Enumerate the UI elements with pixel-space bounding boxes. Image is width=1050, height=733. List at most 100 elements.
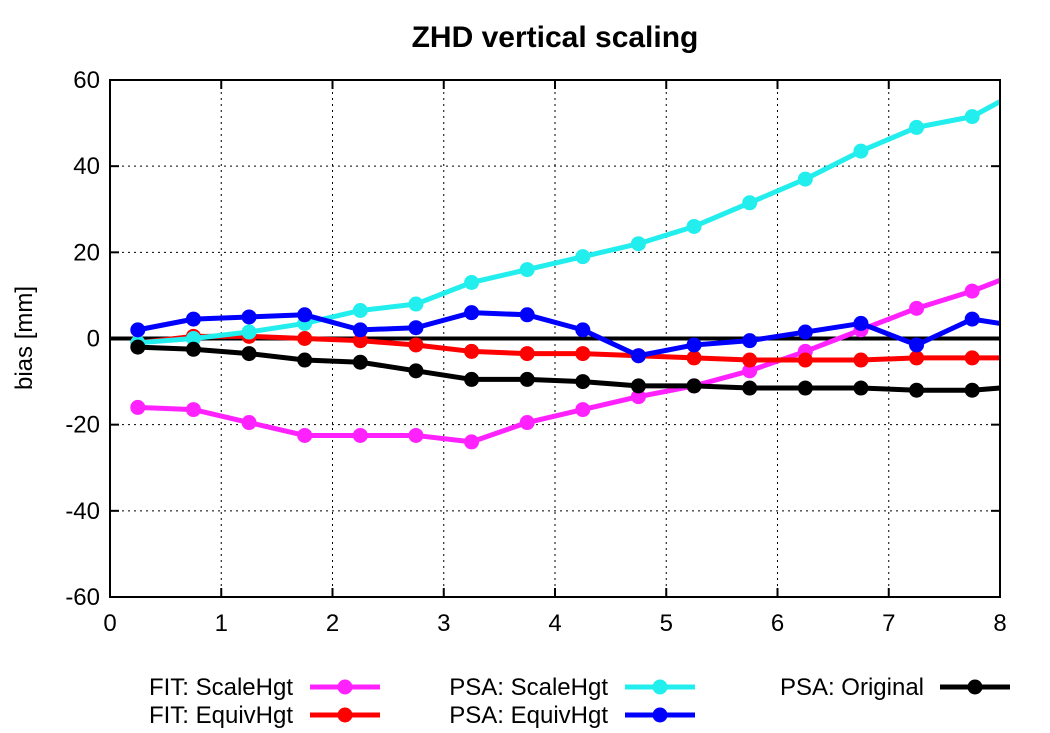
series-psa-original [130,339,1001,398]
data-point [797,324,813,340]
legend-label: PSA: ScaleHgt [449,674,608,701]
legend-label: PSA: EquivHgt [449,702,608,729]
data-point [742,380,758,396]
x-tick-label: 4 [548,610,561,637]
data-point [408,320,424,336]
data-point [853,315,869,331]
data-point [575,249,591,265]
y-axis-label: bias [mm] [11,286,38,390]
series-fit-equivhgt [130,328,1000,368]
series-line [137,310,1001,359]
data-point [909,300,925,316]
data-point [352,322,368,338]
data-point [575,374,591,390]
series-layer [130,99,1002,450]
data-point [241,324,257,340]
x-tick-label: 1 [215,610,228,637]
x-tick-label: 2 [326,610,339,637]
data-point [686,350,702,366]
data-point [185,331,201,346]
data-point [185,311,201,327]
legend-marker [337,679,353,695]
ticks: 0 1 2 3 4 5 6 7 8 -60 -40 -20 0 20 40 60 [65,67,1006,637]
data-point [464,305,480,321]
data-point [964,311,980,327]
data-point [630,389,646,405]
data-point [130,399,146,415]
legend-marker [967,679,983,695]
legend-item: PSA: ScaleHgt [449,674,695,701]
y-tick-label: 0 [87,326,100,353]
data-point [575,322,591,338]
x-tick-label: 3 [437,610,450,637]
legend-label: PSA: Original [780,674,924,701]
x-tick-label: 5 [660,610,673,637]
legend-marker [337,707,353,723]
data-point [686,378,702,394]
data-point [575,346,591,362]
data-point [241,415,257,431]
data-point [408,296,424,312]
data-point [297,427,313,443]
data-point [630,236,646,252]
data-point [853,352,869,368]
data-point [964,109,980,125]
data-point [464,274,480,290]
data-point [630,378,646,394]
data-point [297,307,313,323]
data-point [686,218,702,234]
data-point [352,354,368,370]
data-point [519,415,535,431]
data-point [797,171,813,187]
x-tick-label: 6 [771,610,784,637]
data-point [185,402,201,418]
data-point [964,283,980,299]
data-point [742,352,758,368]
y-tick-label: -60 [65,584,100,611]
data-point [352,427,368,443]
y-tick-label: 40 [73,153,100,180]
data-point [519,307,535,323]
data-point [964,382,980,398]
legend-label: FIT: EquivHgt [149,702,293,729]
data-point [909,350,925,366]
data-point [241,346,257,362]
data-point [797,352,813,368]
data-point [742,195,758,211]
data-point [408,363,424,379]
data-point [185,341,201,357]
data-point [909,337,925,353]
x-tick-label: 0 [103,610,116,637]
data-point [964,350,980,366]
data-point [297,331,313,346]
data-point [797,380,813,396]
y-tick-label: -40 [65,498,100,525]
y-tick-label: 60 [73,67,100,94]
data-point [464,343,480,359]
data-point [408,427,424,443]
x-tick-label: 8 [993,610,1006,637]
data-point [297,352,313,368]
data-point [853,143,869,159]
data-point [130,322,146,338]
data-point [519,371,535,387]
legend-item: PSA: EquivHgt [449,702,695,729]
data-point [464,371,480,387]
legend-marker [652,707,668,723]
data-point [519,262,535,278]
data-point [742,363,758,379]
series-line [137,99,1002,346]
data-point [241,309,257,325]
x-tick-label: 7 [882,610,895,637]
series-psa-scalehgt [130,99,1002,351]
data-point [575,402,591,418]
series-psa-equivhgt [130,305,1001,364]
data-point [742,333,758,349]
data-point [630,348,646,364]
data-point [464,434,480,450]
data-point [853,380,869,396]
legend-label: FIT: ScaleHgt [149,674,293,701]
data-point [352,333,368,349]
